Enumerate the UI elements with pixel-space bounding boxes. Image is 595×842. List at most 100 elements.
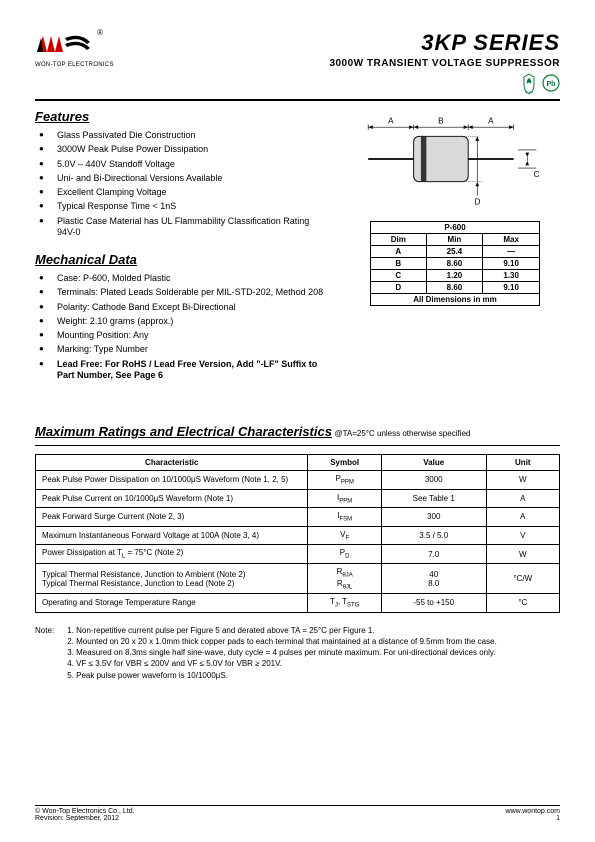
footer-left: © Won-Top Electronics Co., Ltd. Revision… — [35, 808, 135, 822]
dim-cell: D — [371, 282, 427, 294]
table-row: Peak Forward Surge Current (Note 2, 3) I… — [36, 508, 560, 527]
svg-text:RoHS: RoHS — [525, 90, 533, 94]
table-row: Operating and Storage Temperature Range … — [36, 594, 560, 613]
pb-free-icon: Pb — [542, 73, 560, 95]
footer-url: www.wontop.com — [506, 808, 560, 815]
dim-cell: — — [483, 246, 540, 258]
dim-cell: 1.20 — [426, 270, 483, 282]
val-cell: 3.5 / 5.0 — [381, 526, 486, 545]
dim-hdr: Min — [426, 234, 483, 246]
val-cell: 300 — [381, 508, 486, 527]
notes-block: Note: 1. Non-repetitive current pulse pe… — [35, 625, 560, 681]
unit-cell: A — [486, 508, 559, 527]
dim-cell: 1.30 — [483, 270, 540, 282]
sym-cell: VF — [308, 526, 381, 545]
compliance-badges: RoHS Pb — [329, 73, 560, 95]
sym-cell: PD — [308, 545, 381, 564]
svg-text:B: B — [438, 117, 444, 126]
rohs-icon: RoHS — [520, 73, 538, 95]
table-row: Peak Pulse Power Dissipation on 10/1000μ… — [36, 471, 560, 490]
char-col-hdr: Characteristic — [36, 455, 308, 471]
svg-text:C: C — [534, 170, 540, 179]
dim-cell: C — [371, 270, 427, 282]
char-cell: Operating and Storage Temperature Range — [36, 594, 308, 613]
mech-item: Case: P-600, Molded Plastic — [39, 273, 330, 284]
mech-item: Marking: Type Number — [39, 344, 330, 355]
val-cell: See Table 1 — [381, 489, 486, 508]
dim-cell: 9.10 — [483, 258, 540, 270]
header-rule — [35, 99, 560, 101]
feature-item: 3000W Peak Pulse Power Dissipation — [39, 144, 330, 155]
sym-cell: IFSM — [308, 508, 381, 527]
feature-item: Plastic Case Material has UL Flammabilit… — [39, 216, 330, 239]
val-cell: 7.0 — [381, 545, 486, 564]
subtitle: 3000W TRANSIENT VOLTAGE SUPPRESSOR — [329, 58, 560, 69]
sym-cell: IPPM — [308, 489, 381, 508]
char-cell: Maximum Instantaneous Forward Voltage at… — [36, 526, 308, 545]
footer: © Won-Top Electronics Co., Ltd. Revision… — [35, 805, 560, 822]
sym-cell: RθJARθJL — [308, 563, 381, 593]
svg-text:D: D — [475, 197, 481, 206]
note-item: 3. Measured on 8.3ms single half sine-wa… — [67, 648, 495, 657]
svg-text:A: A — [488, 117, 494, 126]
sym-cell: PPPM — [308, 471, 381, 490]
unit-cell: °C — [486, 594, 559, 613]
char-cell: Typical Thermal Resistance, Junction to … — [36, 563, 308, 593]
dimension-table: P-600 Dim Min Max A25.4— B8.609.10 C1.20… — [370, 221, 540, 306]
sym-cell: TJ, TSTG — [308, 594, 381, 613]
mechanical-list: Case: P-600, Molded Plastic Terminals: P… — [35, 273, 330, 381]
unit-cell: W — [486, 471, 559, 490]
feature-item: Typical Response Time < 1nS — [39, 201, 330, 212]
note-item: 4. VF ≤ 3.5V for VBR ≤ 200V and VF ≤ 5.0… — [67, 659, 282, 668]
unit-cell: °C/W — [486, 563, 559, 593]
max-ratings-heading-row: Maximum Ratings and Electrical Character… — [35, 424, 560, 439]
max-ratings-condition: @TA=25°C unless otherwise specified — [334, 429, 470, 438]
mech-item: Mounting Position: Any — [39, 330, 330, 341]
val-cell: -55 to +150 — [381, 594, 486, 613]
note-item: 1. Non-repetitive current pulse per Figu… — [67, 626, 374, 635]
char-col-hdr: Unit — [486, 455, 559, 471]
feature-item: 5.0V – 440V Standoff Voltage — [39, 159, 330, 170]
header: ® WON-TOP ELECTRONICS 3KP SERIES 3000W T… — [35, 30, 560, 95]
footer-right: www.wontop.com 1 — [506, 808, 560, 822]
unit-cell: W — [486, 545, 559, 564]
dim-footer: All Dimensions in mm — [371, 294, 540, 306]
footer-copyright: © Won-Top Electronics Co., Ltd. — [35, 808, 135, 815]
svg-text:A: A — [388, 117, 394, 126]
feature-item: Glass Passivated Die Construction — [39, 130, 330, 141]
mechanical-heading: Mechanical Data — [35, 252, 330, 267]
dim-cell: 8.60 — [426, 282, 483, 294]
unit-cell: V — [486, 526, 559, 545]
table-row: Maximum Instantaneous Forward Voltage at… — [36, 526, 560, 545]
table-row: Peak Pulse Current on 10/1000μS Waveform… — [36, 489, 560, 508]
char-cell: Power Dissipation at TL = 75°C (Note 2) — [36, 545, 308, 564]
footer-revision: Revision: September, 2012 — [35, 815, 119, 822]
dim-cell: A — [371, 246, 427, 258]
registered-icon: ® — [97, 28, 103, 37]
unit-cell: A — [486, 489, 559, 508]
dim-hdr: Dim — [371, 234, 427, 246]
val-cell: 3000 — [381, 471, 486, 490]
company-logo: ® — [35, 30, 95, 60]
val-cell: 408.0 — [381, 563, 486, 593]
logo-area: ® WON-TOP ELECTRONICS — [35, 30, 114, 68]
dim-cell: B — [371, 258, 427, 270]
title-area: 3KP SERIES 3000W TRANSIENT VOLTAGE SUPPR… — [329, 30, 560, 95]
note-item: 5. Peak pulse power waveform is 10/1000μ… — [67, 671, 228, 680]
footer-page: 1 — [556, 815, 560, 822]
features-row: Features Glass Passivated Die Constructi… — [35, 109, 560, 384]
features-heading: Features — [35, 109, 330, 124]
mech-item-leadfree: Lead Free: For RoHS / Lead Free Version,… — [39, 359, 330, 382]
char-cell: Peak Pulse Power Dissipation on 10/1000μ… — [36, 471, 308, 490]
mech-item: Weight: 2.10 grams (approx.) — [39, 316, 330, 327]
max-ratings-rule — [35, 445, 560, 446]
mech-item: Polarity: Cathode Band Except Bi-Directi… — [39, 302, 330, 313]
dim-hdr: Max — [483, 234, 540, 246]
feature-item: Uni- and Bi-Directional Versions Availab… — [39, 173, 330, 184]
dim-cell: 9.10 — [483, 282, 540, 294]
notes-body: 1. Non-repetitive current pulse per Figu… — [67, 625, 558, 681]
dim-cell: 8.60 — [426, 258, 483, 270]
table-row: Typical Thermal Resistance, Junction to … — [36, 563, 560, 593]
char-col-hdr: Value — [381, 455, 486, 471]
mech-item: Terminals: Plated Leads Solderable per M… — [39, 287, 330, 298]
